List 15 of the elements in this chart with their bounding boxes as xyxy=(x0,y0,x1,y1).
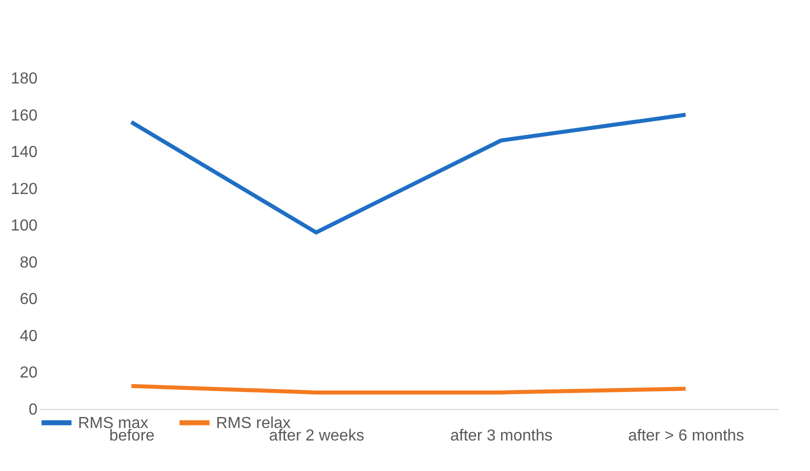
y-tick-label: 140 xyxy=(10,144,38,162)
y-tick-label: 120 xyxy=(10,180,38,198)
x-tick-label: after 2 weeks xyxy=(269,428,364,444)
y-tick-label: 0 xyxy=(28,402,38,418)
y-tick-label: 80 xyxy=(20,254,38,272)
x-tick-label: after > 6 months xyxy=(628,428,744,444)
x-tick-label: before xyxy=(109,428,155,444)
y-tick-label: 20 xyxy=(20,364,38,382)
x-tick-label: after 3 months xyxy=(450,428,553,444)
y-tick-label: 40 xyxy=(20,328,38,345)
y-tick-label: 100 xyxy=(10,218,38,235)
y-tick-label: 180 xyxy=(10,70,38,88)
y-tick-label: 60 xyxy=(20,291,38,308)
line-series xyxy=(129,112,688,234)
y-tick-label: 160 xyxy=(10,107,38,124)
